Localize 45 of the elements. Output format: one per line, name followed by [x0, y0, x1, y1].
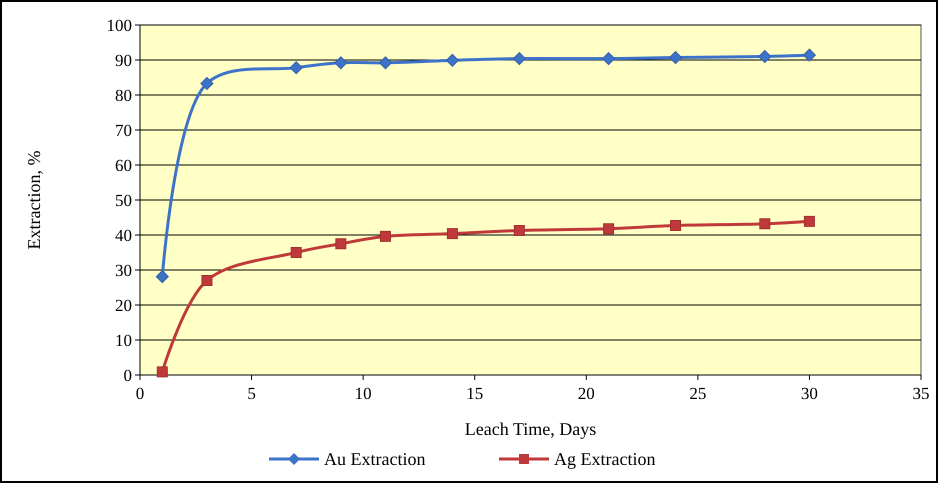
point	[603, 223, 614, 234]
point	[334, 56, 348, 70]
point	[201, 275, 212, 286]
point	[802, 48, 816, 62]
point	[602, 52, 616, 66]
legend-label: Ag Extraction	[554, 449, 656, 469]
point	[759, 218, 770, 230]
legend-label: Au Extraction	[324, 449, 426, 469]
point	[446, 228, 458, 240]
x-tick-label: 30	[800, 384, 818, 403]
y-tick-label: 0	[124, 366, 132, 385]
x-tick-label: 10	[354, 384, 372, 403]
point	[290, 61, 303, 74]
point	[156, 270, 169, 284]
x-tick-label: 0	[136, 384, 144, 403]
y-tick-label: 10	[115, 330, 132, 350]
y-tick-label: 60	[115, 156, 132, 175]
y-tick-label: 100	[106, 16, 132, 35]
y-tick-label: 80	[115, 86, 132, 105]
point	[512, 52, 526, 66]
y-tick-label: 70	[115, 120, 132, 140]
y-tick-label: 20	[115, 296, 132, 315]
x-tick-label: 35	[912, 384, 930, 403]
point	[378, 56, 392, 70]
point	[514, 224, 525, 236]
y-tick-label: 30	[115, 260, 132, 280]
point	[380, 230, 391, 242]
x-tick-label: 25	[689, 384, 706, 403]
point	[290, 247, 302, 258]
y-tick-label: 40	[115, 226, 132, 245]
point	[335, 238, 346, 250]
x-tick-label: 5	[247, 384, 256, 403]
point	[670, 220, 682, 232]
y-tick-label: 50	[115, 190, 132, 210]
y-tick-label: 90	[115, 50, 132, 70]
point	[804, 216, 815, 227]
point	[758, 50, 772, 63]
point	[156, 366, 168, 378]
point	[446, 54, 459, 67]
x-tick-label: 15	[466, 384, 484, 403]
x-tick-label: 20	[578, 384, 595, 403]
point	[200, 76, 214, 90]
point	[669, 51, 682, 64]
y-axis-title: Extraction, %	[24, 150, 44, 250]
x-axis-title: Leach Time, Days	[464, 419, 596, 439]
